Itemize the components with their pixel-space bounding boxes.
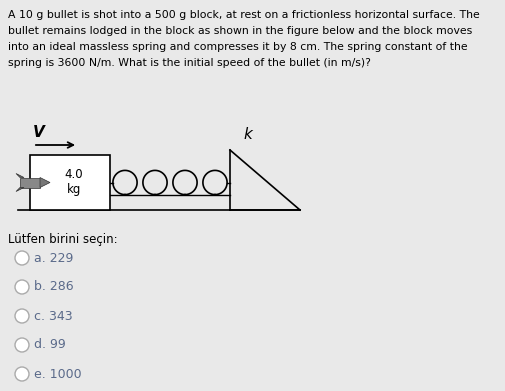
Text: d. 99: d. 99 (34, 339, 66, 352)
Polygon shape (40, 178, 50, 188)
Text: c. 343: c. 343 (34, 310, 73, 323)
Text: 4.0
kg: 4.0 kg (65, 169, 83, 197)
Circle shape (15, 251, 29, 265)
FancyBboxPatch shape (20, 178, 40, 188)
Text: A 10 g bullet is shot into a 500 g block, at rest on a frictionless horizontal s: A 10 g bullet is shot into a 500 g block… (8, 10, 479, 20)
Circle shape (15, 338, 29, 352)
Circle shape (15, 280, 29, 294)
Text: into an ideal massless spring and compresses it by 8 cm. The spring constant of : into an ideal massless spring and compre… (8, 42, 467, 52)
Text: bullet remains lodged in the block as shown in the figure below and the block mo: bullet remains lodged in the block as sh… (8, 26, 471, 36)
Text: e. 1000: e. 1000 (34, 368, 81, 380)
Text: k: k (242, 127, 251, 142)
Text: Lütfen birini seçin:: Lütfen birini seçin: (8, 233, 117, 246)
Text: V: V (33, 125, 44, 140)
Text: a. 229: a. 229 (34, 251, 73, 264)
Text: spring is 3600 N/m. What is the initial speed of the bullet (in m/s)?: spring is 3600 N/m. What is the initial … (8, 58, 370, 68)
Polygon shape (16, 188, 24, 192)
Circle shape (15, 367, 29, 381)
Circle shape (15, 309, 29, 323)
Text: b. 286: b. 286 (34, 280, 74, 294)
Polygon shape (16, 174, 24, 178)
FancyBboxPatch shape (30, 155, 110, 210)
